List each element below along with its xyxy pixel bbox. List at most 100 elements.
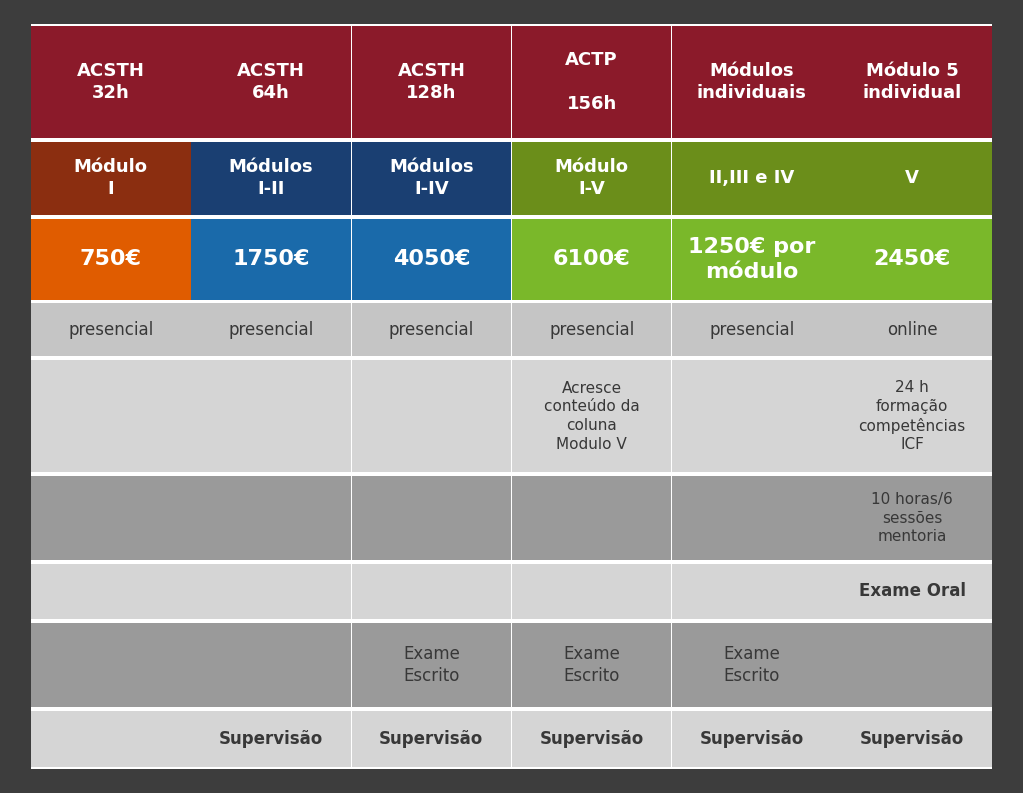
Text: ACSTH
32h: ACSTH 32h <box>77 62 145 102</box>
Text: 10 horas/6
sessões
mentoria: 10 horas/6 sessões mentoria <box>872 492 953 544</box>
Text: presencial: presencial <box>69 321 153 339</box>
Bar <box>191 562 351 621</box>
Bar <box>832 562 992 621</box>
Bar <box>191 709 351 769</box>
Bar <box>352 142 512 215</box>
Bar <box>672 358 832 474</box>
Text: Acresce
conteúdo da
coluna
Modulo V: Acresce conteúdo da coluna Modulo V <box>544 381 639 451</box>
Text: presencial: presencial <box>389 321 474 339</box>
Bar <box>512 358 672 474</box>
Bar <box>191 142 351 215</box>
Bar <box>191 140 351 216</box>
Bar <box>191 623 351 707</box>
Bar <box>31 216 191 301</box>
Bar <box>352 219 512 300</box>
Bar <box>31 304 190 356</box>
Bar <box>31 623 190 707</box>
Bar <box>833 360 992 473</box>
Bar <box>352 25 512 138</box>
Text: ACSTH
64h: ACSTH 64h <box>237 62 305 102</box>
Bar <box>833 711 992 768</box>
Bar <box>512 621 672 709</box>
Bar <box>352 711 512 768</box>
Bar <box>512 142 671 215</box>
Bar <box>672 142 832 215</box>
Bar <box>191 474 351 562</box>
Bar <box>833 564 992 619</box>
Text: Módulo 5
individual: Módulo 5 individual <box>862 62 962 102</box>
Bar <box>31 474 191 562</box>
Text: presencial: presencial <box>709 321 795 339</box>
Bar <box>351 140 512 216</box>
Text: online: online <box>887 321 937 339</box>
Bar <box>512 360 671 473</box>
Bar <box>832 621 992 709</box>
Text: Supervisão: Supervisão <box>380 730 484 748</box>
Bar <box>191 216 351 301</box>
Bar <box>31 709 191 769</box>
Bar <box>512 301 672 358</box>
Text: 1750€: 1750€ <box>232 249 310 269</box>
Bar <box>512 564 671 619</box>
Text: V: V <box>905 170 919 187</box>
Bar <box>512 562 672 621</box>
Bar <box>512 476 671 560</box>
Bar <box>832 709 992 769</box>
Bar <box>31 219 190 300</box>
Text: Supervisão: Supervisão <box>219 730 323 748</box>
Bar <box>832 301 992 358</box>
Bar <box>672 301 832 358</box>
Text: Módulos
I-IV: Módulos I-IV <box>389 159 474 198</box>
Bar <box>351 358 512 474</box>
Bar <box>191 360 351 473</box>
Bar <box>672 621 832 709</box>
Bar <box>31 476 190 560</box>
Bar <box>31 360 190 473</box>
Bar <box>351 562 512 621</box>
Bar <box>352 564 512 619</box>
Bar <box>833 623 992 707</box>
Bar <box>191 304 351 356</box>
Text: 750€: 750€ <box>80 249 142 269</box>
Bar <box>672 709 832 769</box>
Bar <box>31 140 191 216</box>
Bar <box>31 25 190 138</box>
Bar <box>31 301 191 358</box>
Bar <box>191 24 351 140</box>
Bar <box>672 360 832 473</box>
Bar <box>512 709 672 769</box>
Bar <box>672 216 832 301</box>
Bar <box>832 358 992 474</box>
Bar <box>833 476 992 560</box>
Text: presencial: presencial <box>228 321 314 339</box>
Bar <box>512 304 671 356</box>
Bar <box>512 140 672 216</box>
Bar <box>672 304 832 356</box>
Bar <box>832 474 992 562</box>
Bar <box>191 564 351 619</box>
Bar <box>352 360 512 473</box>
Bar <box>191 711 351 768</box>
Bar <box>832 140 992 216</box>
Text: 2450€: 2450€ <box>874 249 950 269</box>
Bar <box>672 24 832 140</box>
Text: Exame
Escrito: Exame Escrito <box>723 645 781 685</box>
Bar <box>351 301 512 358</box>
Bar <box>672 562 832 621</box>
Bar <box>31 711 190 768</box>
Text: Módulo
I-V: Módulo I-V <box>554 159 629 198</box>
Bar <box>833 219 992 300</box>
Bar <box>31 621 191 709</box>
Bar <box>672 564 832 619</box>
Text: Exame
Escrito: Exame Escrito <box>564 645 620 685</box>
Bar <box>352 304 512 356</box>
Bar <box>351 621 512 709</box>
Bar <box>512 474 672 562</box>
Text: Supervisão: Supervisão <box>860 730 965 748</box>
Bar <box>512 216 672 301</box>
Bar <box>512 24 672 140</box>
Bar <box>512 711 671 768</box>
Text: II,III e IV: II,III e IV <box>709 170 795 187</box>
Bar <box>833 304 992 356</box>
Bar <box>191 621 351 709</box>
